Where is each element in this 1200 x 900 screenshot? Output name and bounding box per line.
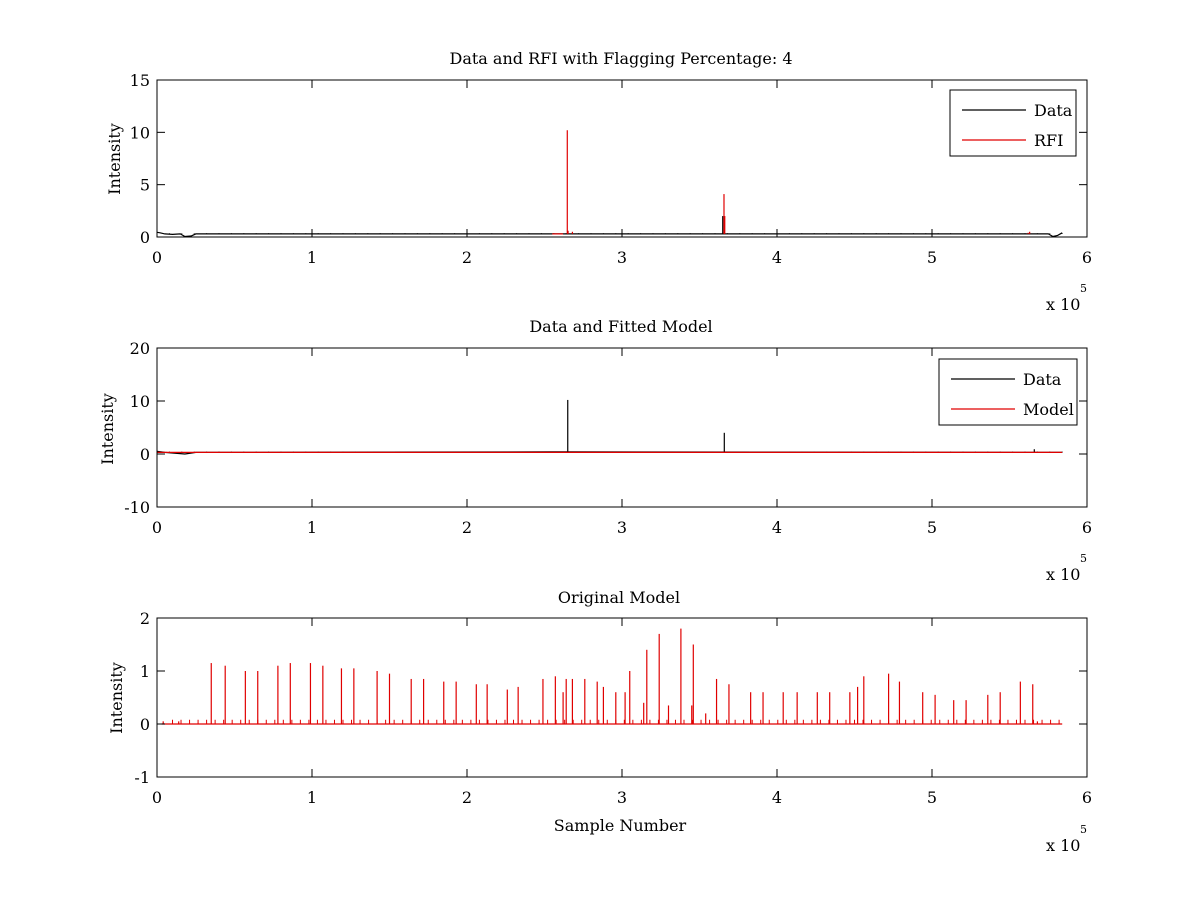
panel-3-xtick-label: 6	[1082, 788, 1092, 807]
panel-2-xtick-label: 5	[927, 518, 937, 537]
panel-3-xtick-label: 0	[152, 788, 162, 807]
panel-1-xtick-label: 2	[462, 248, 472, 267]
panel-2-ylabel: Intensity	[98, 393, 117, 465]
panel-2-xtick-label: 6	[1082, 518, 1092, 537]
panel-3-xtick-label: 2	[462, 788, 472, 807]
panel-3-ytick-label: -1	[134, 768, 150, 787]
panel-1-x-multiplier: x 10	[1046, 295, 1080, 314]
panel-1-ylabel: Intensity	[105, 123, 124, 195]
panel-1-legend-label-data: Data	[1034, 101, 1073, 120]
panel-1-x-multiplier-base: x 10	[1046, 295, 1080, 314]
panel-2-xtick-label: 0	[152, 518, 162, 537]
panel-2: Data and Fitted Model 0 1 2 3 4 5 6-1001020Dat…	[98, 317, 1092, 584]
panel-2-xtick-label: 3	[617, 518, 627, 537]
panel-1-title: Data and RFI with Flagging Percentage: 4	[449, 49, 792, 68]
panel-1-xtick-label: 5	[927, 248, 937, 267]
panel-2-xtick-label: 2	[462, 518, 472, 537]
panel-2-ytick-label: 0	[140, 445, 150, 464]
panel-3-xtick-label: 3	[617, 788, 627, 807]
panel-1-series-data	[156, 216, 1063, 238]
panel-3-xtick-label: 4	[772, 788, 782, 807]
panel-3-x-multiplier-base: x 10	[1046, 836, 1080, 855]
panel-1: Data and RFI with Flagging Percentage: 4…	[105, 49, 1092, 314]
panel-1-ytick-label: 0	[140, 228, 150, 247]
panel-3-series-model-spectrum	[161, 628, 1063, 725]
panel-1-series-0-baseline	[156, 231, 1063, 238]
panel-2-ytick-label: -10	[124, 498, 150, 517]
panel-3-x-multiplier: x 10	[1046, 836, 1080, 855]
panel-2-ytick-label: 10	[130, 392, 150, 411]
panel-1-ytick-label: 10	[130, 123, 150, 142]
panel-1-xtick-label: 6	[1082, 248, 1092, 267]
panel-2-x-multiplier-base: x 10	[1046, 565, 1080, 584]
panel-2-legend-label-data: Data	[1023, 370, 1062, 389]
panel-1-legend: Data RFI	[949, 89, 1077, 157]
panel-3-ytick-label: 0	[140, 715, 150, 734]
panel-3-xlabel: Sample Number	[554, 816, 687, 835]
panel-1-legend-label-rfi: RFI	[1034, 131, 1063, 150]
panel-3-xtick-label: 5	[927, 788, 937, 807]
panel-2-xtick-label: 1	[307, 518, 317, 537]
panel-2-legend: Data Model	[938, 358, 1078, 426]
panel-3-ytick-label: 2	[140, 609, 150, 628]
panel-1-legend-box	[949, 89, 1077, 157]
panel-1-xtick-label: 3	[617, 248, 627, 267]
panel-1-plot-area: 0 1 2 3 4 5 6 0 5 10 15 Data RFI	[130, 71, 1092, 267]
panel-1-series-rfi	[552, 130, 1031, 235]
panel-2-xtick-label: 4	[772, 518, 782, 537]
panel-1-ytick-label: 5	[140, 176, 150, 195]
panel-2-legend-label-model: Model	[1023, 400, 1074, 419]
panel-2-x-multiplier-exp: 5	[1080, 552, 1087, 565]
panel-3-xtick-label: 1	[307, 788, 317, 807]
panel-3-x-multiplier-exp: 5	[1080, 823, 1087, 836]
panel-2-x-multiplier: x 10	[1046, 565, 1080, 584]
panel-2-legend-box	[938, 358, 1078, 426]
panel-1-xtick-label: 1	[307, 248, 317, 267]
panel-1-xtick-label: 4	[772, 248, 782, 267]
panel-3-ytick-label: 1	[140, 662, 150, 681]
panel-2-ytick-label: 20	[130, 339, 150, 358]
panel-1-xtick-label: 0	[152, 248, 162, 267]
panel-3-title: Original Model	[558, 588, 680, 607]
panel-3-ylabel: Intensity	[107, 662, 126, 734]
panel-1-x-multiplier-exp: 5	[1080, 282, 1087, 295]
panel-2-title: Data and Fitted Model	[529, 317, 712, 336]
panel-1-ytick-label: 15	[130, 71, 150, 90]
